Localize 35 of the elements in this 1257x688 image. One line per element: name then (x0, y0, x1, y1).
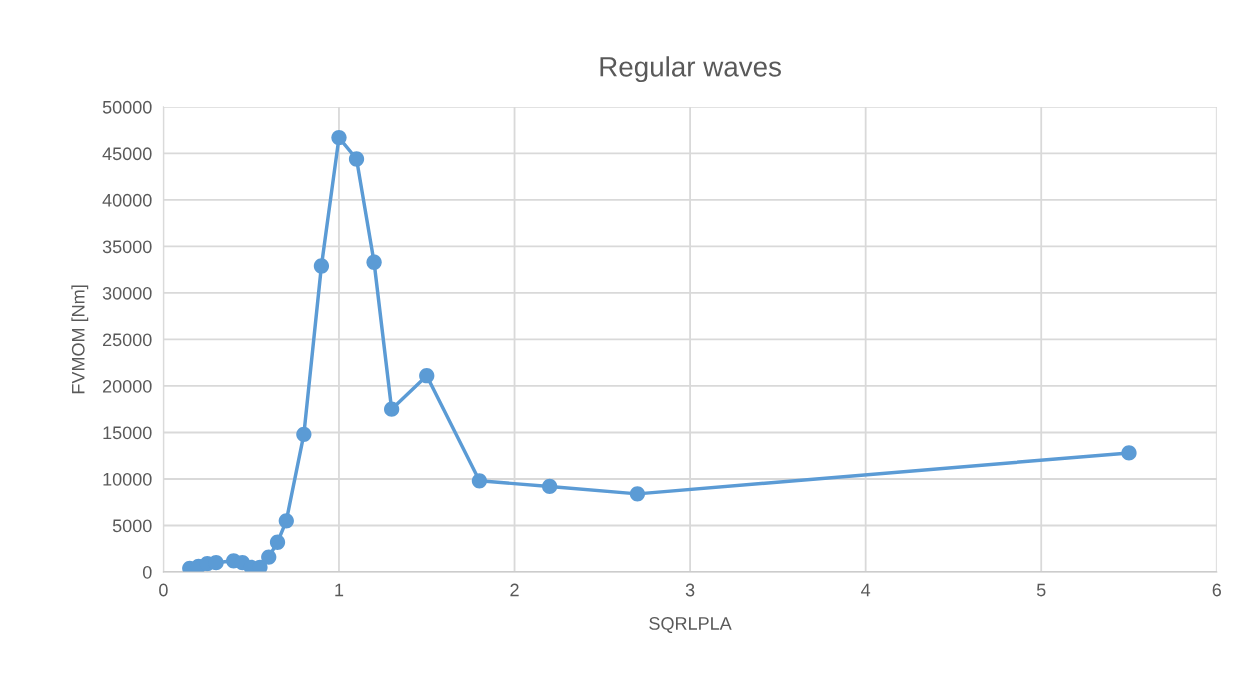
y-tick-label: 15000 (103, 426, 152, 440)
point (629, 486, 646, 502)
y-tick-label: 25000 (103, 333, 152, 347)
y-tick-label: 35000 (102, 240, 152, 254)
point (296, 426, 312, 442)
y-axis-title: FVMOM [Nm] (71, 285, 89, 394)
x-tick-label: 2 (510, 583, 519, 597)
point (471, 473, 488, 489)
point (278, 513, 294, 529)
x-tick-label: 5 (1036, 583, 1046, 597)
x-axis-title: SQRLPLA (649, 617, 732, 634)
point (348, 151, 365, 167)
y-tick-label: 50000 (102, 100, 152, 114)
point (261, 549, 277, 565)
point (542, 478, 558, 495)
x-tick-label: 4 (861, 583, 871, 597)
point (419, 368, 435, 384)
y-tick-label: 45000 (102, 147, 152, 161)
y-tick-label: 30000 (102, 286, 152, 300)
point (384, 401, 400, 417)
chart-title: Regular waves (600, 56, 781, 83)
point (313, 258, 330, 274)
point (269, 534, 286, 550)
y-tick-label: 40000 (102, 193, 152, 207)
y-tick-label: 0 (142, 565, 152, 579)
y-tick-label: 10000 (103, 472, 152, 486)
point (1121, 445, 1137, 461)
x-tick-label: 6 (1212, 583, 1221, 597)
x-tick-label: 1 (335, 583, 344, 597)
y-tick-label: 20000 (103, 379, 152, 393)
point (331, 129, 347, 146)
x-tick-label: 0 (159, 583, 168, 597)
x-tick-label: 3 (685, 583, 695, 597)
y-tick-label: 5000 (112, 519, 152, 533)
point (366, 254, 382, 270)
